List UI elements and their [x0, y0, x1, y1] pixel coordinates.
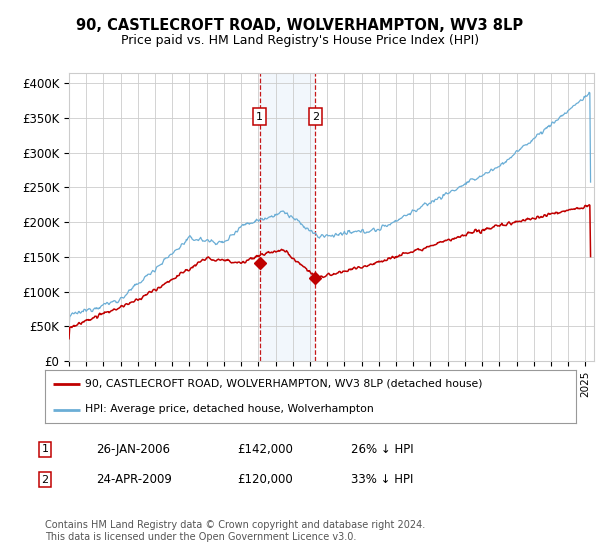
Text: 2: 2 [312, 111, 319, 122]
Text: HPI: Average price, detached house, Wolverhampton: HPI: Average price, detached house, Wolv… [85, 404, 374, 414]
Text: 90, CASTLECROFT ROAD, WOLVERHAMPTON, WV3 8LP (detached house): 90, CASTLECROFT ROAD, WOLVERHAMPTON, WV3… [85, 379, 482, 389]
Text: 24-APR-2009: 24-APR-2009 [96, 473, 172, 487]
Text: 2: 2 [41, 475, 49, 485]
Text: 33% ↓ HPI: 33% ↓ HPI [351, 473, 413, 487]
Text: 1: 1 [41, 444, 49, 454]
Text: £142,000: £142,000 [237, 442, 293, 456]
Text: 26% ↓ HPI: 26% ↓ HPI [351, 442, 413, 456]
Text: Contains HM Land Registry data © Crown copyright and database right 2024.
This d: Contains HM Land Registry data © Crown c… [45, 520, 425, 542]
Text: Price paid vs. HM Land Registry's House Price Index (HPI): Price paid vs. HM Land Registry's House … [121, 34, 479, 47]
Bar [260, 73, 316, 361]
Text: 1: 1 [256, 111, 263, 122]
Text: 26-JAN-2006: 26-JAN-2006 [96, 442, 170, 456]
Text: £120,000: £120,000 [237, 473, 293, 487]
Text: 90, CASTLECROFT ROAD, WOLVERHAMPTON, WV3 8LP: 90, CASTLECROFT ROAD, WOLVERHAMPTON, WV3… [76, 18, 524, 32]
